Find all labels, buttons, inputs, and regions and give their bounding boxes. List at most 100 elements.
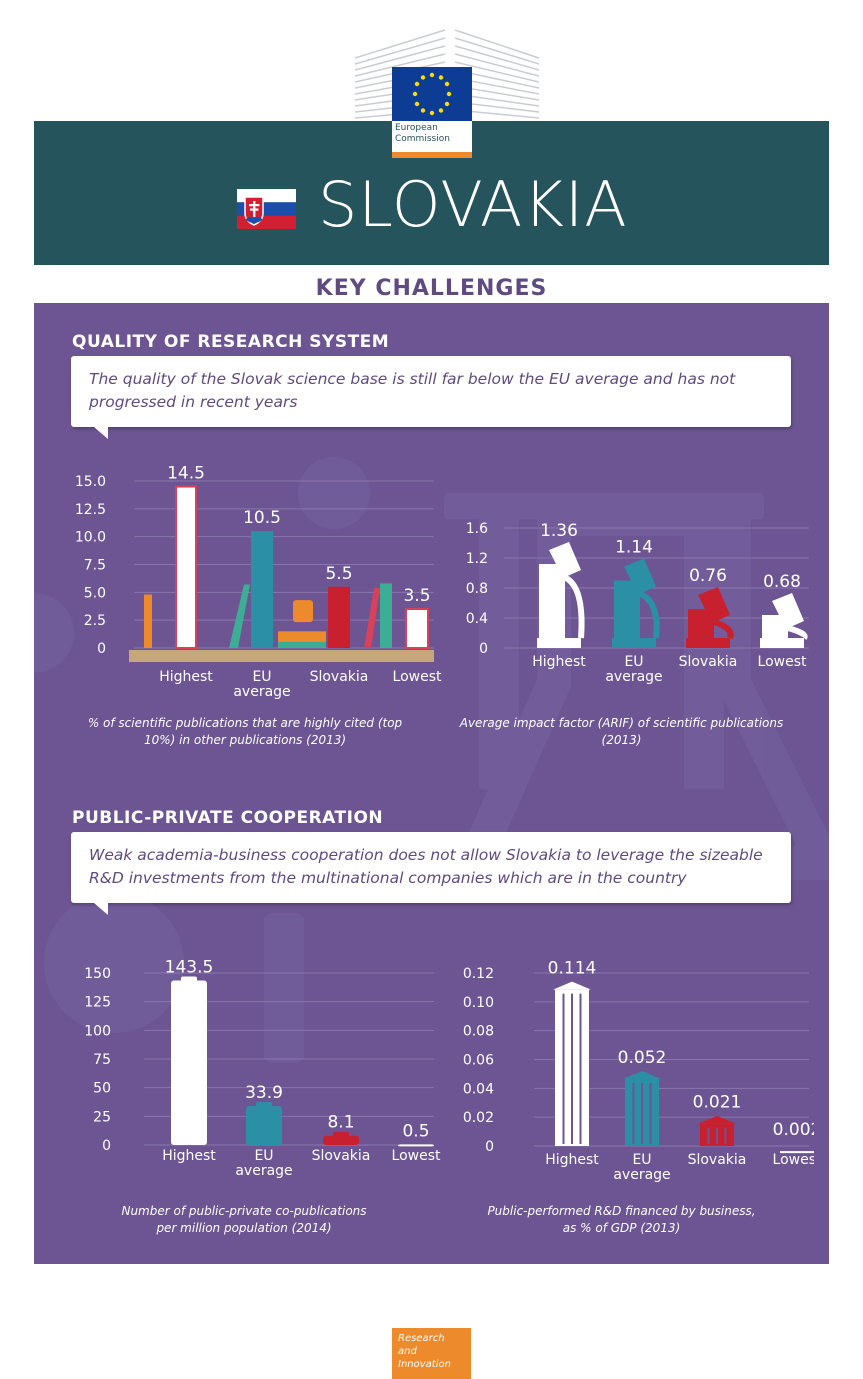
callout-quality: The quality of the Slovak science base i… — [71, 356, 791, 427]
microscope-base — [760, 638, 804, 648]
category-label: EU — [632, 1152, 651, 1168]
y-tick-label: 0 — [485, 1139, 494, 1155]
callout-quality-tail — [94, 427, 108, 439]
bar-lowest — [405, 608, 429, 650]
column-roof-icon — [698, 1115, 736, 1124]
y-tick-label: 0.4 — [466, 611, 488, 627]
footer-line2: Innovation — [398, 1359, 451, 1370]
y-tick-label: 12.5 — [75, 502, 106, 518]
bar-eu-average — [251, 531, 273, 648]
book-decoration — [380, 583, 392, 648]
chart-rd-financed: 0.12 0.10 0.08 0.06 0.04 0.02 0 0.114 Highest 0.0… — [463, 959, 814, 1183]
value-label: 0.5 — [402, 1121, 429, 1141]
y-tick-label: 15.0 — [75, 474, 106, 490]
value-label: 3.5 — [403, 586, 430, 606]
value-label: 1.14 — [615, 538, 653, 558]
y-tick-label: 5.0 — [84, 585, 106, 601]
background-watermark — [34, 457, 829, 1063]
value-label: 5.5 — [325, 564, 352, 584]
microscope-arm — [783, 624, 808, 640]
chart-co-publications: 150 125 100 75 50 25 0 143.5 Highest 33.9 EUaverag… — [84, 957, 441, 1179]
column-roof-icon — [553, 981, 591, 990]
value-label: 143.5 — [165, 957, 214, 977]
slovakia-flag-icon — [237, 189, 296, 229]
research-innovation-badge: Research and Innovation — [392, 1328, 471, 1379]
mug-icon — [293, 600, 313, 623]
value-label: 0.76 — [689, 566, 727, 586]
category-label: Slovakia — [310, 669, 369, 685]
value-label: 0.052 — [618, 1048, 667, 1068]
category-label: average — [235, 1163, 292, 1179]
y-tick-label: 125 — [84, 995, 111, 1011]
chart-highly-cited: 15.0 12.5 10.0 7.5 5.0 2.5 0 14.5 Highest 10.5 EUa… — [75, 464, 442, 700]
microscope-icon — [698, 587, 730, 623]
caption-highly-cited: % of scientific publications that are hi… — [87, 716, 403, 747]
microscope-icon — [624, 558, 656, 595]
book-decoration — [278, 641, 326, 648]
microscope-base — [612, 638, 656, 648]
clipboard-clip-icon — [256, 1102, 272, 1111]
bar-eu-average — [246, 1106, 282, 1145]
y-tick-label: 150 — [84, 966, 111, 982]
value-label: 0.68 — [763, 572, 801, 592]
y-tick-label: 0.08 — [463, 1024, 494, 1040]
callout-quality-text: The quality of the Slovak science base i… — [89, 370, 736, 411]
y-tick-label: 25 — [93, 1109, 111, 1125]
category-label: Lowest — [393, 669, 442, 685]
category-label: Lowest — [392, 1148, 441, 1164]
microscope-icon — [772, 593, 804, 629]
logo-label-line2: Commission — [395, 134, 450, 144]
value-label: 0.021 — [693, 1093, 742, 1113]
bar-highest — [175, 485, 197, 649]
bar-highest — [171, 980, 207, 1145]
y-tick-label: 0.04 — [463, 1081, 494, 1097]
microscope-arm — [559, 573, 585, 639]
key-challenges-title: KEY CHALLENGES — [315, 276, 548, 301]
category-label: EU — [254, 1148, 273, 1164]
y-tick-label: 0.06 — [463, 1053, 494, 1069]
y-tick-label: 10.0 — [75, 530, 106, 546]
footer-line1: Research and — [398, 1333, 445, 1357]
value-label: 33.9 — [245, 1083, 283, 1103]
y-tick-label: 0.8 — [466, 581, 488, 597]
column-roof-icon — [623, 1071, 661, 1080]
y-tick-label: 2.5 — [84, 613, 106, 629]
y-tick-label: 0 — [102, 1138, 111, 1154]
bar-lowest — [762, 615, 788, 638]
bar-highest — [539, 564, 565, 638]
microscope-arm — [709, 618, 734, 640]
y-tick-label: 0.12 — [463, 966, 494, 982]
category-label: average — [605, 669, 662, 685]
callout-cooperation: Weak academia-business cooperation does … — [71, 832, 791, 903]
clipboard-clip-icon — [181, 976, 197, 985]
category-label: Highest — [545, 1152, 599, 1168]
bar-slovakia — [323, 1135, 359, 1145]
book-decoration — [229, 584, 250, 648]
y-tick-label: 1.6 — [466, 521, 488, 537]
section-title-quality: QUALITY OF RESEARCH SYSTEM — [72, 332, 390, 352]
y-tick-label: 1.2 — [466, 551, 488, 567]
value-label: 0.002 — [773, 1120, 814, 1140]
y-tick-label: 0.10 — [463, 995, 494, 1011]
category-label: Lowest — [758, 654, 807, 670]
callout-cooperation-tail — [94, 903, 108, 915]
y-tick-label: 0 — [479, 641, 488, 657]
caption-co-publications: Number of public-private co-publications… — [121, 1204, 367, 1235]
value-label: 14.5 — [167, 464, 205, 484]
y-tick-label: 7.5 — [84, 558, 106, 574]
caption-rd-financed: Public-performed R&D financed by busines… — [487, 1204, 756, 1235]
y-tick-label: 50 — [93, 1081, 111, 1097]
shelf-base — [129, 650, 434, 662]
category-label: Highest — [162, 1148, 216, 1164]
microscope-arm — [635, 589, 660, 639]
y-tick-label: 100 — [84, 1023, 111, 1039]
category-label: average — [233, 684, 290, 700]
book-decoration — [364, 587, 380, 648]
category-label: Slovakia — [688, 1152, 747, 1168]
bar-eu-average — [614, 580, 640, 638]
section-title-cooperation: PUBLIC-PRIVATE COOPERATION — [72, 808, 384, 828]
category-label: Highest — [532, 654, 586, 670]
challenges-panel: QUALITY OF RESEARCH SYSTEM The quality o… — [34, 303, 829, 1264]
book-decoration — [144, 594, 152, 648]
